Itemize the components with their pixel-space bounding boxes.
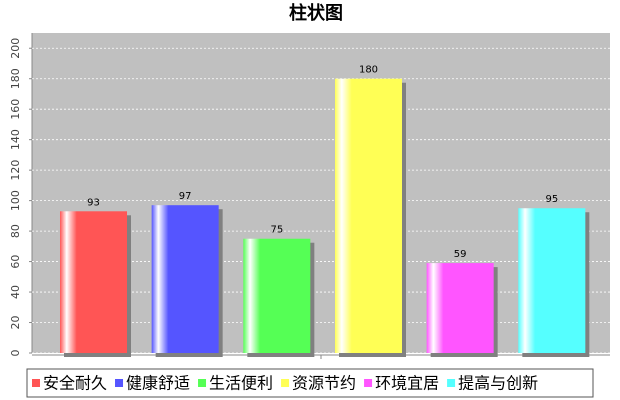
y-tick-label: 80 — [9, 224, 22, 238]
legend-swatch — [447, 379, 456, 387]
y-tick-label: 0 — [9, 350, 22, 357]
legend-swatch — [281, 379, 290, 387]
value-label: 97 — [179, 191, 192, 202]
legend-swatch — [32, 379, 40, 387]
bar — [518, 208, 586, 353]
bar — [60, 211, 127, 353]
legend-swatch — [115, 379, 124, 387]
value-label: 93 — [87, 197, 100, 208]
y-tick-label: 180 — [9, 68, 22, 89]
y-tick-label: 140 — [9, 129, 22, 150]
chart-title: 柱状图 — [289, 2, 343, 24]
y-tick-label: 40 — [9, 285, 22, 299]
value-label: 95 — [545, 194, 558, 205]
legend-label: 安全耐久 — [43, 374, 107, 393]
value-label: 75 — [270, 225, 283, 236]
bar — [243, 238, 311, 353]
bar — [151, 205, 219, 353]
legend-label: 环境宜居 — [375, 374, 439, 393]
legend-label: 健康舒适 — [126, 374, 190, 393]
legend-swatch — [198, 379, 207, 387]
legend-swatch — [364, 379, 373, 387]
y-tick-label: 120 — [9, 160, 22, 181]
legend-label: 提高与创新 — [458, 374, 538, 393]
y-tick-label: 100 — [9, 190, 22, 211]
bar — [335, 78, 402, 353]
y-tick-label: 20 — [9, 316, 22, 330]
value-label: 59 — [454, 249, 467, 260]
legend-label: 生活便利 — [209, 374, 273, 393]
y-tick-label: 160 — [9, 99, 22, 120]
y-tick-label: 200 — [9, 38, 22, 59]
y-tick-label: 60 — [9, 255, 22, 269]
value-label: 180 — [359, 65, 378, 76]
legend-label: 资源节约 — [292, 374, 356, 393]
bar — [426, 263, 494, 353]
